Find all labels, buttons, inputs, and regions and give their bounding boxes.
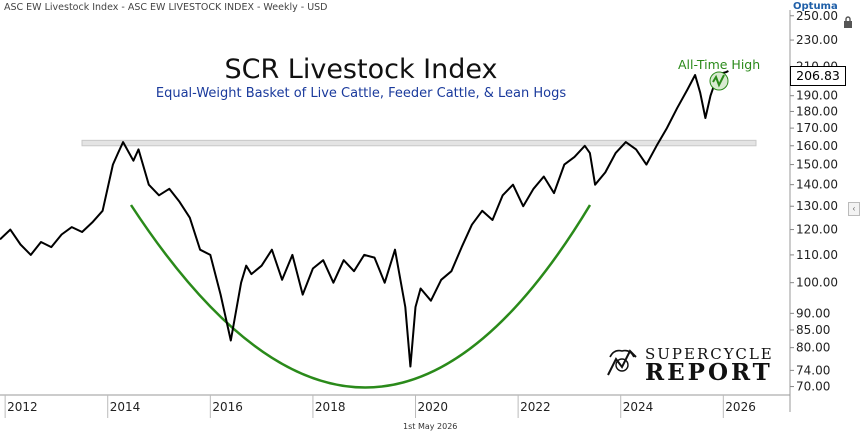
- chevron-left-icon[interactable]: ‹: [848, 202, 860, 216]
- x-tick-label: 2022: [520, 400, 551, 414]
- x-tick-label: 2020: [418, 400, 449, 414]
- last-value-badge: 206.83: [790, 66, 846, 86]
- brand-line1: SUPERCYCLE: [645, 345, 774, 363]
- y-tick-label: 150.00: [796, 158, 838, 172]
- check-mark-icon: [712, 74, 725, 88]
- y-tick-label: 160.00: [796, 139, 838, 153]
- y-tick-label: 120.00: [796, 223, 838, 237]
- y-tick-label: 180.00: [796, 104, 838, 118]
- y-tick-label: 70.00: [796, 380, 830, 394]
- y-tick-label: 170.00: [796, 121, 838, 135]
- y-tick-label: 74.00: [796, 363, 830, 377]
- x-tick-label: 2026: [725, 400, 756, 414]
- y-tick-label: 110.00: [796, 248, 838, 262]
- chart-header: ASC EW Livestock Index - ASC EW LIVESTOC…: [4, 2, 328, 13]
- y-tick-label: 250.00: [796, 9, 838, 23]
- optuma-logo: Optuma: [793, 1, 838, 12]
- brand-line2: REPORT: [645, 359, 773, 386]
- brand-bull-icon: [607, 349, 637, 376]
- y-tick-label: 190.00: [796, 89, 838, 103]
- y-tick-label: 90.00: [796, 306, 830, 320]
- x-tick-label: 2012: [7, 400, 38, 414]
- x-axis-ticks: 2012 2014 2016 2018 2020 2022 2024 2026: [4, 395, 756, 418]
- y-tick-label: 85.00: [796, 323, 830, 337]
- resistance-band: [81, 139, 757, 147]
- lock-icon[interactable]: [843, 16, 853, 28]
- price-line: [0, 70, 729, 368]
- x-tick-label: 2014: [110, 400, 141, 414]
- x-tick-label: 2016: [212, 400, 243, 414]
- chart-title: SCR Livestock Index: [224, 54, 498, 85]
- x-tick-label: 2018: [315, 400, 346, 414]
- chart-subtitle: Equal-Weight Basket of Live Cattle, Feed…: [155, 86, 567, 101]
- y-tick-label: 140.00: [796, 178, 838, 192]
- x-tick-label: 2024: [623, 400, 654, 414]
- footer-date: 1st May 2026: [403, 422, 458, 431]
- y-tick-label: 100.00: [796, 276, 838, 290]
- y-tick-label: 230.00: [796, 33, 838, 47]
- y-tick-label: 130.00: [796, 199, 838, 213]
- y-tick-label: 80.00: [796, 341, 830, 355]
- all-time-high-label: All-Time High: [678, 57, 761, 72]
- rounding-bottom-arc: [129, 204, 592, 389]
